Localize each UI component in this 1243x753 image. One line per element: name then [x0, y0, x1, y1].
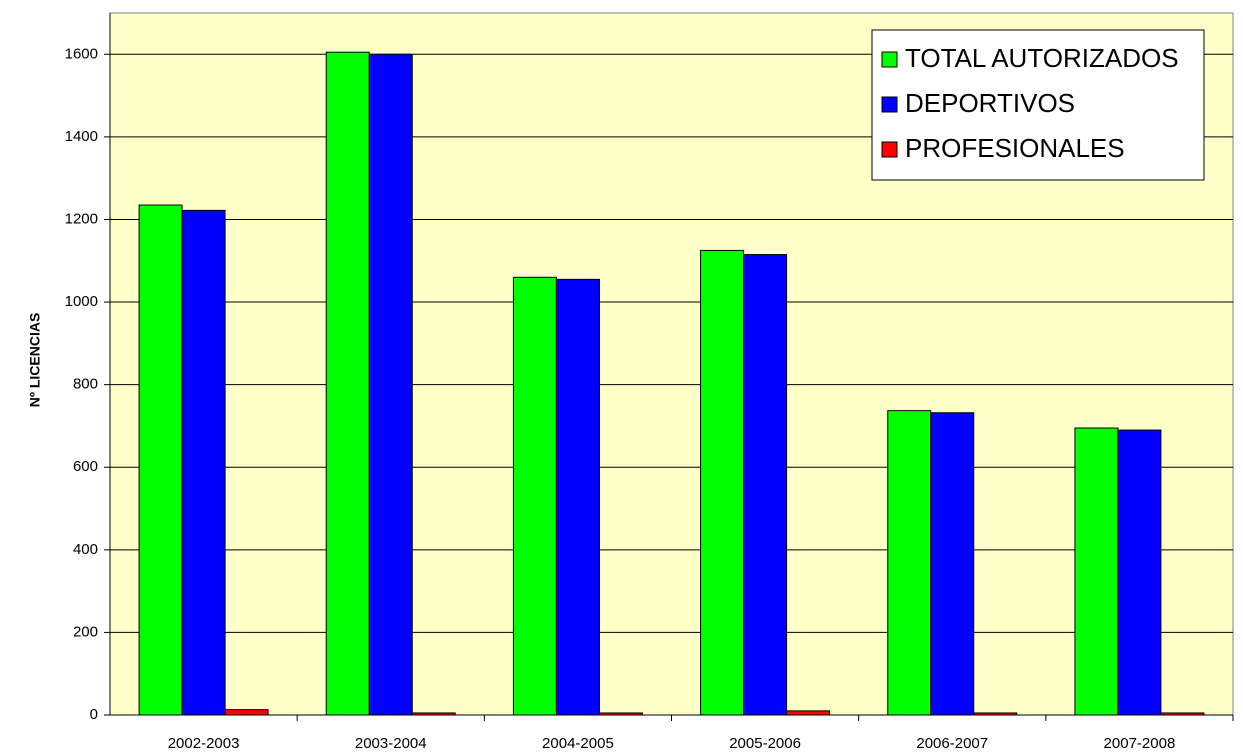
bar — [368, 53, 413, 716]
bar — [224, 709, 269, 716]
bar — [181, 209, 226, 716]
legend-box — [871, 29, 1205, 181]
y-tick-label: 1200 — [65, 210, 98, 227]
bar — [743, 254, 788, 716]
y-tick-label: 200 — [73, 623, 98, 640]
bar — [138, 204, 183, 716]
bar — [1117, 429, 1162, 716]
bar — [512, 276, 557, 716]
bar — [887, 410, 932, 716]
y-axis-label: Nº LICENCIAS — [27, 313, 43, 408]
legend-label: PROFESIONALES — [905, 133, 1125, 163]
y-tick-label: 1400 — [65, 128, 98, 145]
legend-swatch — [881, 51, 898, 68]
y-tick-label: 0 — [90, 706, 98, 723]
bar — [555, 278, 600, 716]
legend-swatch — [881, 96, 898, 113]
bar — [700, 249, 745, 716]
x-tick-label: 2005-2006 — [729, 735, 801, 752]
y-tick-label: 400 — [73, 541, 98, 558]
bar — [1074, 427, 1119, 716]
x-tick-label: 2002-2003 — [168, 735, 240, 752]
bar — [930, 412, 975, 716]
x-tick-label: 2004-2005 — [542, 735, 614, 752]
legend-label: DEPORTIVOS — [905, 88, 1075, 118]
x-tick-label: 2003-2004 — [355, 735, 427, 752]
legend-label: TOTAL AUTORIZADOS — [905, 43, 1179, 73]
y-tick-label: 800 — [73, 376, 98, 393]
bar — [786, 710, 831, 716]
y-tick-label: 1600 — [65, 45, 98, 62]
legend-swatch — [881, 141, 898, 158]
y-tick-label: 1000 — [65, 293, 98, 310]
x-tick-label: 2006-2007 — [916, 735, 988, 752]
x-tick-label: 2007-2008 — [1104, 735, 1176, 752]
y-tick-label: 600 — [73, 458, 98, 475]
bar — [325, 51, 370, 716]
